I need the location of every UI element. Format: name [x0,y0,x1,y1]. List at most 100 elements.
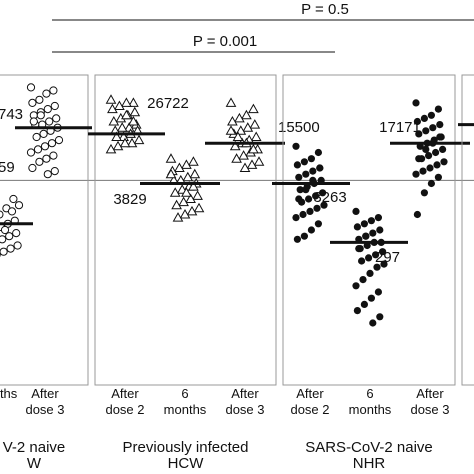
data-point [374,214,382,222]
median-label: 3829 [113,191,146,208]
panel-frame [282,74,456,386]
data-point [229,140,241,151]
data-point [296,186,304,194]
data-point [169,187,181,197]
x-tick-label: nths [0,386,18,401]
data-point [181,159,192,169]
data-point [40,142,50,151]
data-point [165,168,177,179]
data-point [232,131,244,141]
data-point [413,210,421,219]
data-point [52,114,61,123]
data-point [355,245,363,253]
data-point [33,145,43,154]
data-point [241,109,252,120]
data-point [379,248,387,256]
data-point [320,201,328,209]
data-point [172,212,184,222]
data-point [129,106,141,117]
data-point [225,125,237,135]
panel-label: Previously infected [123,439,249,456]
data-point [242,122,254,132]
data-point [54,136,64,145]
data-point [50,101,59,111]
data-point [302,186,310,194]
data-point [314,220,322,228]
data-point [434,105,442,113]
data-point [181,187,192,197]
data-point [316,164,324,172]
data-point [231,153,242,163]
data-point [358,257,366,265]
data-point [362,232,370,240]
median-label: 59 [0,159,15,176]
x-tick-label: 6 [181,386,188,401]
data-point [360,220,368,228]
data-point [126,137,138,148]
data-point [119,137,131,148]
data-point [178,196,189,207]
data-point [352,282,360,290]
data-point [248,143,259,154]
data-point [45,117,54,126]
data-point [192,190,203,200]
panel-frame [94,74,277,386]
data-point [313,204,321,212]
data-point [112,140,124,151]
data-point [353,307,361,315]
data-point [380,260,388,268]
x-tick-label: dose 2 [105,402,144,417]
data-point [43,105,52,114]
data-point [426,164,434,172]
data-point [369,229,377,237]
panel-label: W [27,455,42,472]
data-point [234,112,245,123]
data-point [420,114,428,122]
data-point [225,97,237,107]
data-point [13,241,22,250]
data-point [419,167,427,175]
data-point [309,167,317,175]
panel-label: V-2 naive [3,439,66,456]
data-point [128,115,139,126]
data-point [436,133,444,141]
data-point [26,83,36,92]
data-point [105,94,117,104]
data-point [32,132,41,142]
data-point [250,131,262,141]
data-point [29,117,38,126]
data-point [14,201,24,210]
data-point [376,313,384,321]
data-point [427,179,435,188]
data-point [189,168,201,179]
data-point [312,192,320,200]
x-tick-label: After [416,386,444,401]
data-point [36,111,45,120]
data-point [108,115,120,126]
panel-frame [461,74,474,386]
data-point [366,269,374,277]
data-point [246,159,258,169]
data-point [186,205,198,216]
data-point [369,319,377,327]
data-point [7,207,17,216]
x-tick-label: dose 3 [410,402,449,417]
x-tick-label: months [349,402,392,417]
data-point [121,97,132,107]
median-label: 743 [0,106,23,123]
median-label: 3263 [313,189,346,206]
data-point [295,195,303,203]
data-point [35,157,44,166]
data-point [365,254,373,262]
data-point [359,276,367,284]
data-point [352,207,360,215]
x-tick-label: dose 3 [25,402,64,417]
data-point [49,86,58,95]
data-point [238,150,249,160]
data-point [432,148,440,157]
data-point [42,154,51,163]
data-point [415,130,423,138]
data-point [0,210,4,219]
median-label: 15500 [278,119,320,136]
